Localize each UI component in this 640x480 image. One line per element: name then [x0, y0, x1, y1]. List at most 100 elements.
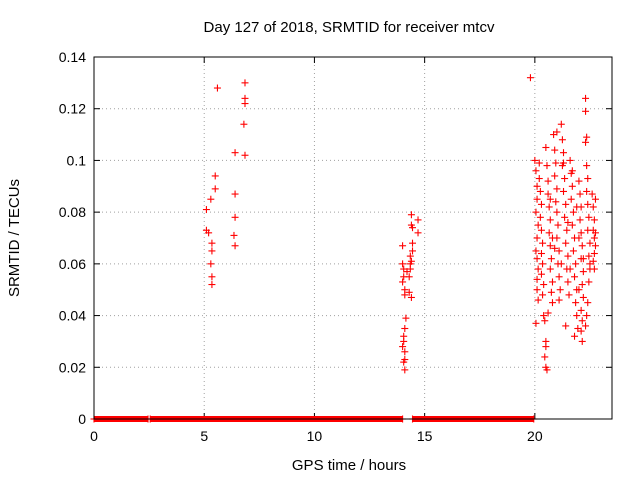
data-point: [539, 239, 547, 247]
data-point: [526, 74, 534, 82]
y-tick-label: 0: [78, 411, 86, 427]
data-point: [578, 317, 586, 325]
data-point: [546, 216, 554, 224]
data-point: [564, 278, 572, 286]
data-point: [208, 239, 216, 247]
data-point: [534, 296, 542, 304]
data-point: [531, 156, 539, 164]
data-point: [561, 175, 569, 183]
data-point: [208, 247, 216, 255]
data-point: [399, 260, 407, 268]
data-point: [548, 278, 556, 286]
data-point: [583, 187, 591, 195]
data-point: [241, 79, 249, 87]
data-point: [584, 299, 592, 307]
data-point: [583, 162, 591, 170]
data-point: [562, 239, 570, 247]
data-point: [546, 195, 554, 203]
data-point: [401, 325, 409, 332]
data-point: [566, 265, 574, 273]
data-point: [407, 211, 415, 219]
data-point: [401, 348, 409, 356]
data-point: [591, 195, 599, 203]
data-point: [407, 293, 415, 301]
data-point: [558, 136, 566, 144]
data-point: [553, 185, 561, 193]
data-point: [399, 343, 407, 351]
x-tick-label: 20: [527, 428, 543, 444]
data-point: [553, 128, 561, 136]
data-point: [534, 265, 542, 273]
data-point: [532, 247, 540, 255]
data-point: [579, 255, 587, 263]
data-point: [564, 252, 572, 260]
data-point: [568, 167, 576, 175]
data-point: [572, 299, 580, 307]
data-point: [537, 250, 545, 258]
y-tick-label: 0.06: [59, 256, 86, 272]
data-point: [573, 203, 581, 211]
plot-frame: [93, 56, 613, 420]
data-point: [561, 213, 569, 221]
data-point: [535, 175, 543, 183]
data-point: [579, 268, 587, 276]
data-point: [202, 206, 210, 214]
data-point: [409, 247, 417, 255]
data-point: [414, 216, 422, 224]
data-point: [557, 260, 565, 268]
data-point: [400, 337, 408, 345]
data-point: [555, 273, 563, 281]
data-point: [405, 273, 413, 281]
data-point: [545, 229, 553, 237]
data-point: [582, 94, 590, 102]
data-point: [586, 239, 594, 247]
data-point: [577, 306, 585, 314]
data-point: [566, 156, 574, 164]
data-point: [582, 107, 590, 115]
data-point: [409, 239, 417, 247]
x-tick-label: 0: [90, 428, 98, 444]
data-point: [552, 198, 560, 206]
data-point: [407, 257, 415, 265]
data-point: [582, 138, 590, 146]
data-point: [560, 149, 568, 157]
data-point: [567, 195, 575, 203]
data-point: [544, 177, 552, 185]
data-point: [541, 353, 549, 361]
data-point: [211, 185, 219, 193]
data-point: [539, 260, 547, 268]
data-point: [588, 190, 596, 198]
data-point: [575, 177, 583, 185]
data-point: [533, 286, 541, 294]
data-point: [590, 265, 598, 273]
data-point: [401, 366, 409, 374]
data-point: [534, 221, 542, 229]
data-point: [230, 231, 238, 239]
y-tick-label: 0.02: [59, 359, 86, 375]
data-point: [562, 322, 570, 330]
data-point: [551, 172, 559, 180]
data-point: [533, 275, 541, 283]
data-point: [548, 234, 556, 242]
data-point: [582, 322, 590, 330]
data-point: [572, 260, 580, 268]
data-point: [557, 120, 565, 128]
data-point: [537, 200, 545, 208]
data-point: [208, 273, 216, 281]
data-point: [575, 286, 583, 294]
data-point: [548, 299, 556, 307]
data-point: [555, 247, 563, 255]
data-point: [207, 260, 215, 268]
data-point: [586, 260, 594, 268]
data-point: [542, 343, 550, 351]
data-point: [556, 286, 564, 294]
data-point: [583, 312, 591, 320]
data-point: [589, 203, 597, 211]
data-point: [240, 120, 248, 128]
data-point: [584, 175, 592, 183]
data-point: [553, 208, 561, 216]
data-point: [544, 190, 552, 198]
data-point: [578, 337, 586, 345]
data-point: [205, 229, 213, 237]
data-point: [579, 293, 587, 301]
